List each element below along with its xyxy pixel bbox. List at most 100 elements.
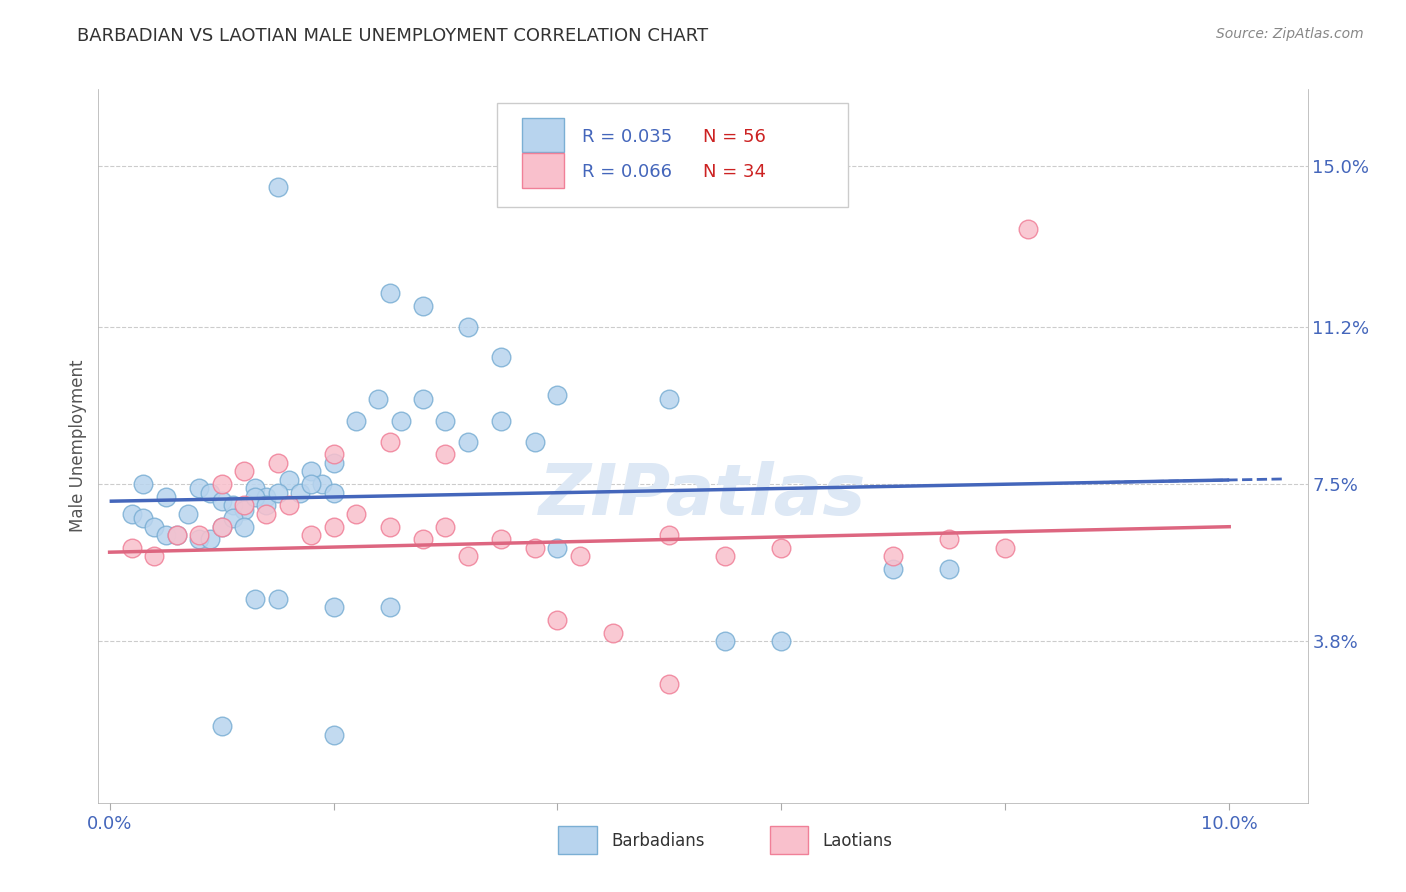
Point bbox=[457, 434, 479, 449]
Point bbox=[434, 413, 457, 427]
Point bbox=[412, 392, 434, 407]
Point bbox=[546, 613, 568, 627]
Text: Laotians: Laotians bbox=[823, 832, 893, 850]
Point bbox=[243, 482, 266, 496]
Point bbox=[299, 465, 322, 479]
Point bbox=[602, 626, 624, 640]
Text: BARBADIAN VS LAOTIAN MALE UNEMPLOYMENT CORRELATION CHART: BARBADIAN VS LAOTIAN MALE UNEMPLOYMENT C… bbox=[77, 27, 709, 45]
Point bbox=[714, 634, 737, 648]
Point bbox=[143, 519, 166, 533]
Point bbox=[211, 477, 233, 491]
Point bbox=[1017, 222, 1039, 236]
Point bbox=[457, 549, 479, 564]
Point bbox=[277, 499, 299, 513]
Point bbox=[658, 392, 681, 407]
Point bbox=[132, 511, 155, 525]
Point bbox=[389, 413, 412, 427]
Point bbox=[546, 541, 568, 555]
Point bbox=[546, 388, 568, 402]
Point bbox=[322, 485, 344, 500]
Point bbox=[277, 473, 299, 487]
Point bbox=[412, 299, 434, 313]
Point bbox=[155, 528, 177, 542]
Point bbox=[233, 499, 256, 513]
Point bbox=[266, 485, 288, 500]
Point bbox=[322, 728, 344, 742]
Point bbox=[211, 719, 233, 733]
Text: R = 0.066: R = 0.066 bbox=[582, 163, 672, 181]
Point bbox=[143, 549, 166, 564]
Point bbox=[457, 320, 479, 334]
Point bbox=[254, 507, 277, 521]
Point bbox=[233, 502, 256, 516]
Point bbox=[243, 591, 266, 606]
Point bbox=[188, 482, 211, 496]
Point bbox=[166, 528, 188, 542]
Text: N = 56: N = 56 bbox=[703, 128, 766, 145]
Point bbox=[322, 448, 344, 462]
Point bbox=[434, 519, 457, 533]
Point bbox=[200, 533, 222, 547]
Point bbox=[200, 485, 222, 500]
Point bbox=[233, 465, 256, 479]
Point bbox=[166, 528, 188, 542]
Point bbox=[155, 490, 177, 504]
Point bbox=[491, 413, 513, 427]
Point bbox=[994, 541, 1017, 555]
Point bbox=[524, 541, 547, 555]
Point bbox=[378, 286, 401, 301]
Point bbox=[524, 434, 547, 449]
FancyBboxPatch shape bbox=[769, 826, 808, 855]
Point bbox=[266, 591, 288, 606]
Point bbox=[658, 677, 681, 691]
Point bbox=[211, 519, 233, 533]
Point bbox=[222, 511, 245, 525]
Point bbox=[211, 519, 233, 533]
Point bbox=[322, 600, 344, 615]
Text: N = 34: N = 34 bbox=[703, 163, 766, 181]
Point bbox=[491, 350, 513, 364]
Point bbox=[266, 456, 288, 470]
Point bbox=[254, 490, 277, 504]
FancyBboxPatch shape bbox=[522, 153, 564, 187]
Point bbox=[491, 533, 513, 547]
Point bbox=[121, 541, 143, 555]
Point bbox=[770, 634, 793, 648]
Point bbox=[177, 507, 200, 521]
Point bbox=[222, 499, 245, 513]
Point bbox=[243, 490, 266, 504]
Point bbox=[188, 528, 211, 542]
Point bbox=[311, 477, 333, 491]
Point bbox=[254, 499, 277, 513]
Point bbox=[658, 528, 681, 542]
Point bbox=[434, 448, 457, 462]
Point bbox=[938, 562, 960, 576]
Text: Barbadians: Barbadians bbox=[612, 832, 704, 850]
Text: Source: ZipAtlas.com: Source: ZipAtlas.com bbox=[1216, 27, 1364, 41]
Point bbox=[299, 528, 322, 542]
Point bbox=[770, 541, 793, 555]
Point bbox=[938, 533, 960, 547]
Point bbox=[367, 392, 389, 407]
Point bbox=[378, 519, 401, 533]
Point bbox=[344, 413, 367, 427]
Point bbox=[211, 494, 233, 508]
Point bbox=[121, 507, 143, 521]
Point bbox=[714, 549, 737, 564]
Point bbox=[568, 549, 591, 564]
Point bbox=[882, 549, 904, 564]
Text: ZIPatlas: ZIPatlas bbox=[540, 461, 866, 531]
Point bbox=[378, 600, 401, 615]
FancyBboxPatch shape bbox=[522, 118, 564, 152]
Point bbox=[412, 533, 434, 547]
Point bbox=[322, 519, 344, 533]
Point bbox=[288, 485, 311, 500]
Point bbox=[882, 562, 904, 576]
Text: R = 0.035: R = 0.035 bbox=[582, 128, 672, 145]
Point bbox=[188, 533, 211, 547]
Point bbox=[378, 434, 401, 449]
FancyBboxPatch shape bbox=[498, 103, 848, 207]
Point bbox=[322, 456, 344, 470]
Point bbox=[266, 180, 288, 194]
Point bbox=[132, 477, 155, 491]
